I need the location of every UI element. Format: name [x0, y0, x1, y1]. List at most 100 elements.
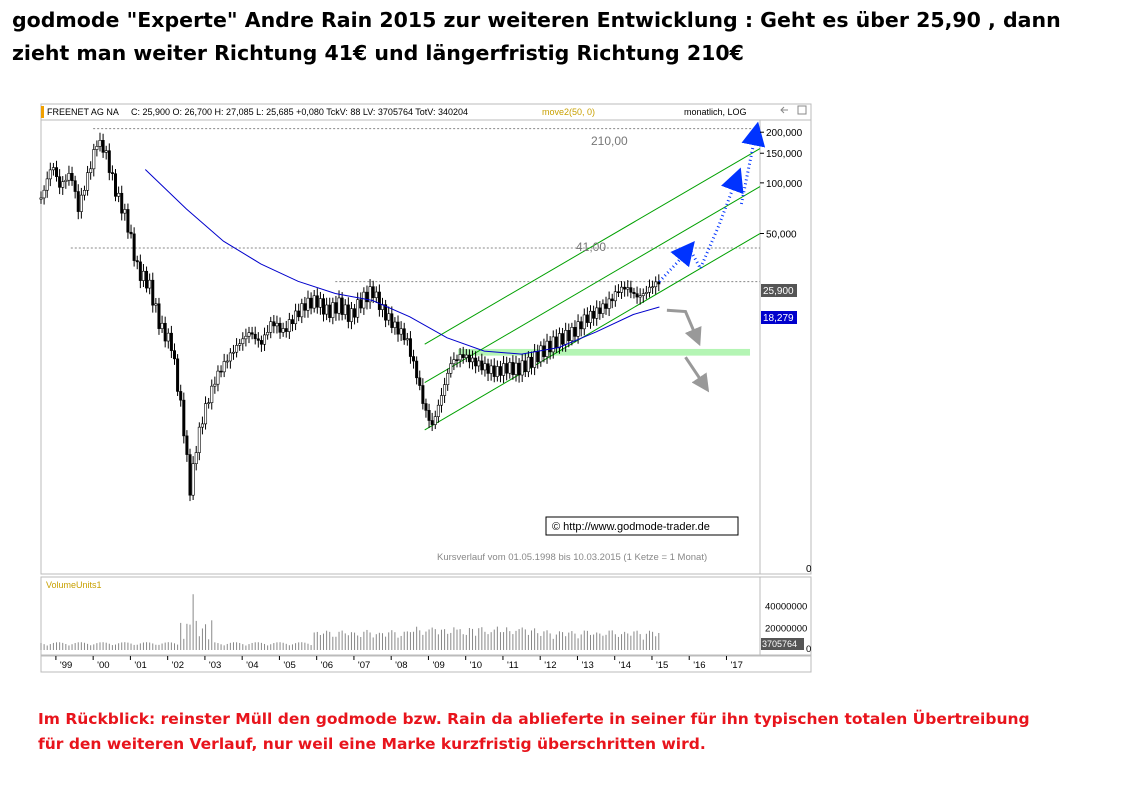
x-tick-label: '15 — [656, 660, 668, 671]
footer-line-2: für den weiteren Verlauf, nur weil eine … — [38, 735, 706, 753]
volume-bars — [40, 594, 660, 650]
volume-tick-label: 0 — [806, 644, 811, 655]
candle-body — [39, 197, 43, 200]
candle-body — [353, 308, 357, 318]
candle-body — [300, 303, 304, 318]
candle-body — [272, 321, 276, 327]
candle-body — [294, 310, 298, 325]
candle-body — [148, 279, 152, 289]
candle-body — [613, 291, 617, 302]
candle-body — [73, 180, 77, 192]
candle-body — [551, 336, 555, 353]
y-tick-label: 0 — [806, 564, 812, 575]
candle-body — [346, 304, 350, 322]
x-tick-label: '10 — [470, 660, 482, 671]
volume-tick-label: 40000000 — [765, 601, 807, 612]
volume-last-label: 3705764 — [762, 639, 797, 649]
candle-body — [114, 173, 118, 197]
candle-body — [82, 190, 86, 196]
candle-body — [415, 360, 419, 379]
candle-body — [467, 354, 471, 363]
bear-arrow — [666, 308, 702, 347]
header-period: monatlich, LOG — [684, 107, 747, 117]
candle-body — [396, 321, 400, 335]
candle-body — [502, 363, 506, 376]
candle-body — [629, 287, 633, 293]
headline-line-1: godmode "Experte" Andre Rain 2015 zur we… — [12, 8, 1061, 32]
candle-body — [117, 192, 121, 197]
candle-body — [449, 363, 453, 374]
y-tick-label: 50,000 — [766, 230, 797, 241]
candle-body — [107, 150, 111, 173]
x-tick-label: '14 — [619, 660, 631, 671]
x-tick-label: '04 — [246, 660, 258, 671]
candle-body — [371, 286, 375, 298]
candle-body — [598, 307, 602, 314]
forecast-arrow — [739, 121, 766, 205]
candle-body — [55, 167, 59, 177]
candle-body — [138, 261, 142, 281]
candle-body — [492, 365, 496, 377]
candle-body — [495, 366, 499, 377]
collapse-icon[interactable] — [780, 106, 788, 114]
candle-body — [359, 299, 363, 309]
x-tick-label: '11 — [507, 660, 519, 671]
y-tick-label: 150,000 — [766, 149, 803, 160]
candle-body — [275, 322, 279, 327]
candle-body — [610, 298, 614, 302]
volume-axis: 40000000 20000000 0 — [765, 601, 811, 655]
candle-body — [573, 327, 577, 337]
candle-body — [238, 343, 242, 346]
candle-body — [526, 356, 530, 373]
volume-last-badge — [761, 638, 804, 650]
header-indicator: move2(50, 0) — [542, 107, 595, 117]
candle-body — [204, 403, 208, 425]
candle-body — [424, 403, 428, 411]
candle-body — [489, 365, 493, 374]
window-control-icon[interactable] — [797, 105, 807, 115]
candle-body — [241, 338, 245, 344]
candle-body — [620, 286, 624, 293]
x-tick-label: '99 — [60, 660, 72, 671]
candle-body — [318, 298, 322, 308]
candle-body — [387, 313, 391, 321]
candle-body — [384, 304, 388, 321]
candle-body — [418, 377, 422, 386]
target-far-label: 210,00 — [591, 134, 628, 148]
candle-body — [331, 302, 335, 318]
candle-body — [95, 146, 99, 150]
candle-body — [579, 321, 583, 330]
bear-arrow — [684, 356, 710, 393]
x-tick-label: '03 — [209, 660, 221, 671]
candle-body — [626, 287, 630, 290]
candle-body — [185, 435, 189, 455]
volume-label: VolumeUnits1 — [46, 580, 102, 590]
candle-body — [182, 399, 186, 437]
candle-body — [483, 363, 487, 371]
candle-body — [284, 328, 288, 332]
candle-body — [123, 209, 127, 214]
candle-body — [377, 291, 381, 310]
candle-body — [430, 420, 434, 425]
candle-body — [110, 172, 114, 174]
header-marker — [41, 106, 44, 118]
candle-body — [576, 321, 580, 337]
candle-body — [48, 169, 52, 180]
candle-body — [303, 303, 307, 311]
target-near-label: 41,00 — [576, 240, 606, 254]
candle-body — [471, 357, 475, 363]
candle-body — [259, 340, 263, 345]
candle-body — [231, 351, 235, 354]
candle-body — [374, 291, 378, 298]
candle-body — [517, 362, 521, 376]
candle-body — [176, 358, 180, 392]
candle-body — [163, 322, 167, 342]
candle-body — [647, 286, 651, 293]
candle-body — [210, 385, 214, 404]
candle-body — [101, 140, 105, 153]
candle-body — [151, 279, 155, 306]
candle-body — [402, 328, 406, 341]
candle-body — [582, 314, 586, 330]
footer-line-1: Im Rückblick: reinster Müll den godmode … — [38, 710, 1030, 728]
